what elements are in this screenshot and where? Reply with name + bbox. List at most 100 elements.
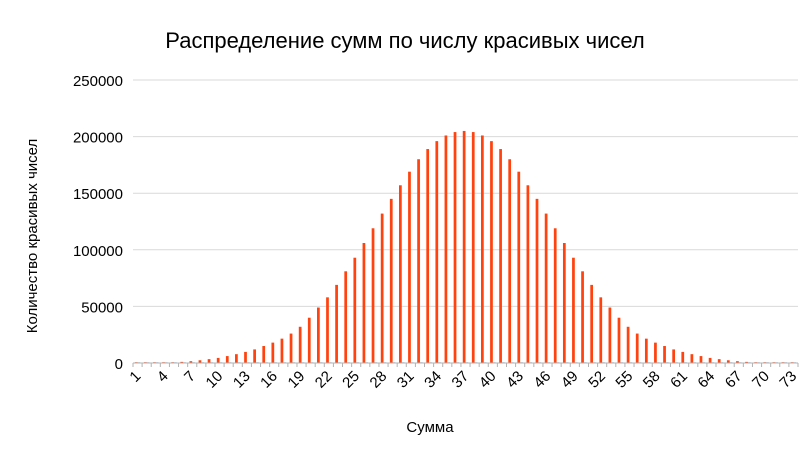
x-tick-label: 1 [126,368,144,386]
x-tick-label: 52 [585,368,609,392]
x-tick-label: 16 [257,368,281,392]
x-tick-label: 61 [667,368,691,392]
bar [672,349,676,363]
bar [508,159,512,363]
bar [717,359,721,363]
bar [654,342,657,363]
x-tick-label: 4 [154,368,172,386]
y-tick-label: 100000 [73,243,123,260]
x-tick-label: 25 [339,368,363,392]
bar [572,257,575,363]
y-tick-label: 150000 [73,186,123,203]
bar [471,132,475,363]
bar [180,361,184,363]
x-tick-label: 31 [394,368,418,392]
x-tick-label: 43 [503,368,527,392]
bar [344,271,348,363]
x-tick-label: 55 [612,368,636,392]
y-tick-label: 50000 [81,299,123,316]
bar [198,360,202,363]
x-tick-label: 7 [181,368,199,386]
y-axis-title: Количество красивых чисел [24,139,41,334]
y-tick-label: 250000 [73,73,123,90]
bar [499,149,502,363]
bar [335,284,338,363]
x-tick-label: 67 [722,368,746,392]
x-tick-label: 37 [449,368,473,392]
bar [289,333,293,363]
bar [326,297,329,363]
x-axis-title: Сумма [406,419,454,436]
bar [736,361,739,363]
bar [553,228,557,363]
bar [298,326,302,363]
bar [389,198,393,363]
x-tick-label: 49 [558,368,582,392]
bar [426,149,430,363]
bar [708,357,712,363]
bar [635,333,639,363]
y-tick-label: 0 [115,356,123,373]
bar [380,213,384,363]
bar [581,271,584,363]
bar [435,141,439,363]
bar [317,307,320,363]
chart-title: Распределение сумм по числу красивых чис… [165,28,644,53]
bar [644,338,648,363]
x-tick-label: 70 [749,368,773,392]
bar [690,354,694,363]
y-tick-label: 200000 [73,130,123,147]
bar [444,135,448,363]
bar [280,338,284,363]
bar [189,361,193,363]
bar [417,159,420,363]
bar [362,243,366,363]
axes [132,362,799,367]
x-tick-label: 46 [530,368,554,392]
x-tick-labels: 1 4 7 10 13 16 19 22 25 28 31 34 37 40 43 46 49 52 55 58 61 6… [126,368,800,392]
bar [726,360,730,363]
bar [453,132,457,363]
x-tick-label: 58 [640,368,664,392]
bar [526,185,530,363]
bar [535,198,539,363]
x-tick-label: 28 [367,368,391,392]
bar [480,135,484,363]
bars [134,130,797,363]
y-tick-labels: 0 50000 100000 150000 200000 250000 [73,73,123,373]
x-tick-label: 13 [230,368,254,392]
bar [745,361,748,363]
x-tick-label: 22 [312,368,336,392]
bar [216,357,220,363]
x-tick-label: 34 [421,368,445,392]
bar [371,228,375,363]
bar [517,171,521,363]
bar [225,356,229,363]
bar [408,171,411,363]
bar [353,257,357,363]
bar [681,351,685,363]
bar [608,307,612,363]
bar [253,349,256,363]
bar [462,130,466,363]
bar [699,356,703,363]
bar [271,342,275,363]
bar [626,326,630,363]
bar [544,213,548,363]
x-tick-label: 73 [776,368,800,392]
bar [599,297,603,363]
x-tick-label: 19 [285,368,309,392]
bar [590,284,594,363]
x-tick-label: 10 [203,368,227,392]
bar [235,354,238,363]
bar [262,346,266,363]
bar [663,346,666,363]
bar [490,141,493,363]
bar [399,185,402,363]
bar [562,243,566,363]
x-tick-label: 64 [694,368,718,392]
bar [207,359,211,363]
bar [307,317,311,363]
